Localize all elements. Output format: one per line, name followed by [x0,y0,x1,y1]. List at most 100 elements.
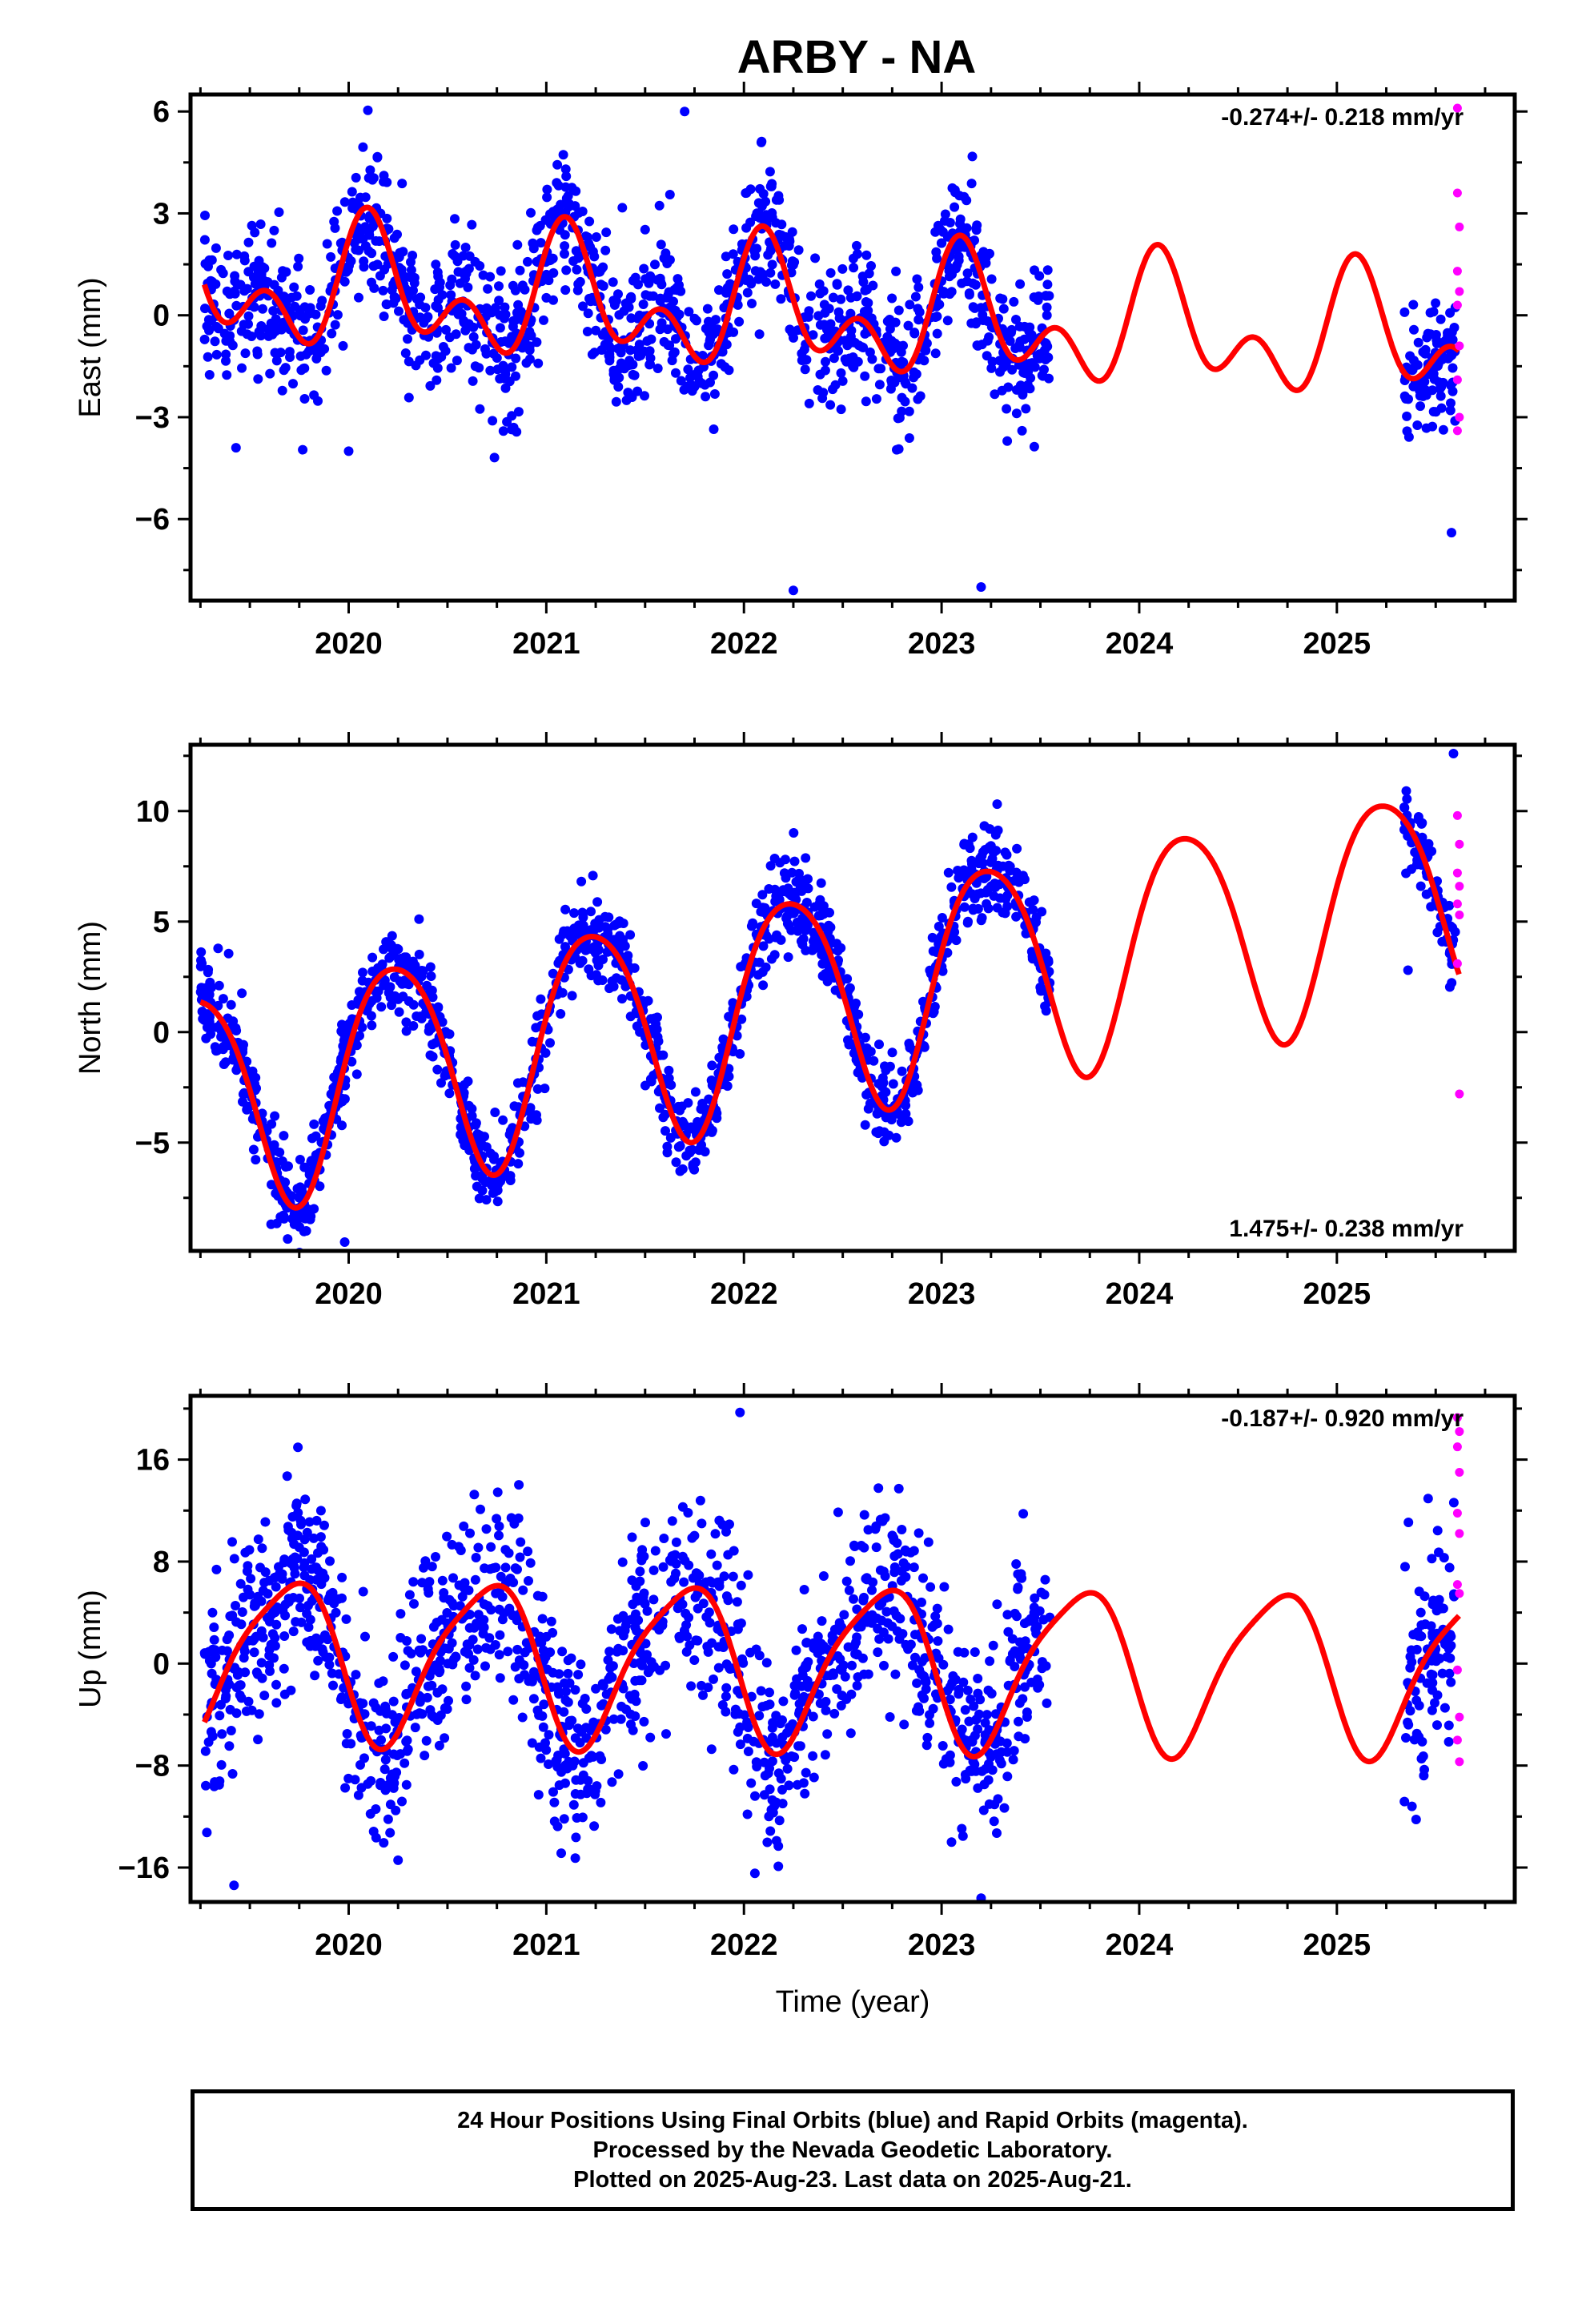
final-point [400,1660,410,1671]
rapid-point [1452,810,1462,820]
final-point [953,866,963,875]
final-point [598,1681,608,1691]
final-point [476,1504,485,1514]
final-point [490,1640,500,1650]
final-point [376,1002,387,1012]
final-point [504,338,514,348]
final-point [225,1611,235,1622]
final-point [979,1779,990,1790]
final-point [351,1040,362,1051]
final-point [992,1828,1002,1838]
final-point [1418,390,1427,400]
final-point [1446,398,1456,408]
final-point [650,1546,661,1556]
final-point [433,303,443,313]
x-ticks [199,82,1487,613]
final-point [425,380,436,391]
final-point [642,1650,652,1660]
x-tick-label: 2024 [1106,1928,1174,1962]
final-point [728,998,738,1008]
x-tick-label: 2022 [710,1928,778,1962]
final-point [567,183,577,193]
final-point [631,1609,640,1619]
final-point [347,1056,357,1067]
final-point [1439,1703,1450,1713]
final-point [1042,310,1052,320]
final-point [228,1016,239,1027]
final-point [746,279,757,289]
final-point [389,233,400,243]
rapid-point [1455,287,1464,296]
final-point [1027,951,1038,962]
y-tick-label: −6 [135,503,170,537]
final-point [1033,352,1043,363]
final-point [761,962,771,972]
final-point [765,1826,776,1836]
final-point [1431,298,1441,308]
final-point [880,1087,890,1097]
final-point [333,1594,343,1604]
final-point [885,324,895,334]
final-point [295,1602,305,1613]
final-point [576,1727,587,1737]
final-point [422,1692,432,1703]
final-point [905,300,915,310]
final-point [580,1694,590,1703]
final-point [575,276,585,287]
final-point [1402,794,1412,804]
final-point [608,1714,619,1724]
final-point [332,310,343,320]
final-point [749,1868,760,1879]
final-point [425,962,436,972]
final-point [231,1601,240,1610]
final-point [709,329,719,340]
final-point [837,263,848,274]
final-point [990,1709,1001,1719]
final-point [552,204,562,215]
final-point [845,332,856,342]
final-point [728,249,738,259]
final-point [500,383,511,393]
final-point [485,271,496,282]
final-point [741,188,751,199]
final-point [973,340,983,351]
final-point [787,328,797,338]
final-point [615,931,625,941]
final-point [1416,1631,1427,1642]
final-point [853,1009,864,1019]
final-point [426,971,436,981]
final-point [391,1805,401,1815]
final-point [343,265,353,275]
final-point [913,304,923,314]
final-point [748,918,758,928]
final-point [435,1666,445,1676]
final-point [895,1614,905,1624]
final-point [687,1533,697,1543]
final-point [962,268,973,279]
final-point [464,1663,475,1673]
final-point [836,294,846,304]
final-point [870,1524,881,1534]
final-point [281,297,291,308]
final-point [640,1638,651,1649]
final-point [461,1695,472,1705]
final-point [813,385,823,395]
final-point [436,1614,447,1625]
y-tick-label: −5 [135,1127,170,1160]
final-point [843,285,853,296]
final-point [598,955,608,964]
y-tick-label: −8 [135,1750,170,1783]
final-point [492,1196,503,1207]
final-point [397,179,408,189]
final-point [494,296,504,306]
final-point [397,1796,407,1807]
final-point [354,292,363,303]
final-point [648,1594,659,1605]
final-point [793,245,804,255]
final-point [401,1779,412,1790]
final-point [684,307,694,317]
final-point [1011,911,1022,922]
final-point [845,1728,856,1739]
final-point [542,192,552,203]
